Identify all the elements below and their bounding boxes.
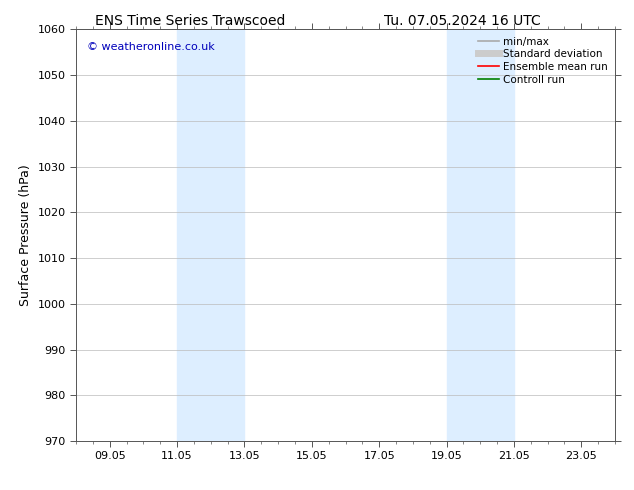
Bar — [446, 29, 514, 441]
Bar — [177, 29, 245, 441]
Legend: min/max, Standard deviation, Ensemble mean run, Controll run: min/max, Standard deviation, Ensemble me… — [476, 35, 610, 87]
Text: © weatheronline.co.uk: © weatheronline.co.uk — [87, 42, 214, 52]
Y-axis label: Surface Pressure (hPa): Surface Pressure (hPa) — [19, 164, 32, 306]
Text: Tu. 07.05.2024 16 UTC: Tu. 07.05.2024 16 UTC — [384, 14, 541, 28]
Text: ENS Time Series Trawscoed: ENS Time Series Trawscoed — [95, 14, 285, 28]
